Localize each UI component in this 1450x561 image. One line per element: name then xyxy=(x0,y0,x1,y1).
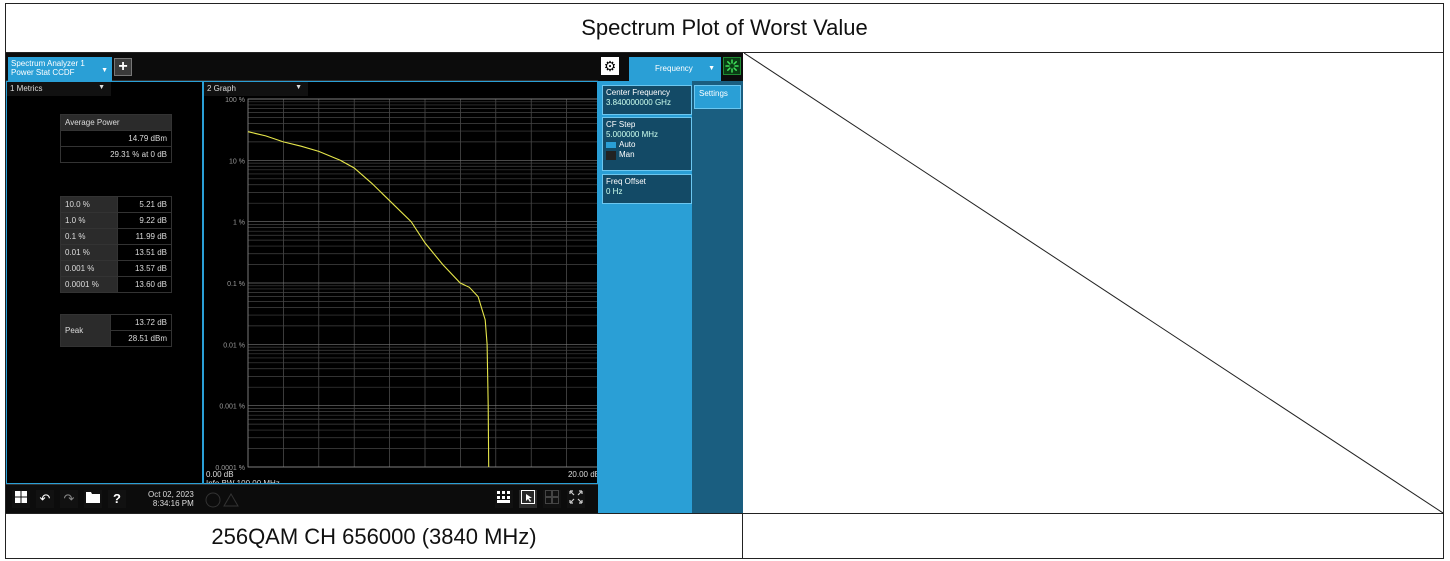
db-cell: 13.57 dB xyxy=(116,260,173,277)
db-cell: 9.22 dB xyxy=(116,212,173,229)
man-option[interactable]: Man xyxy=(606,150,688,160)
auto-label: Auto xyxy=(619,140,636,149)
pct-cell: 10.0 % xyxy=(60,196,118,213)
document-table: Spectrum Plot of Worst Value Spectrum An… xyxy=(5,3,1444,559)
help-icon[interactable]: ? xyxy=(108,490,126,508)
cf-step-label: CF Step xyxy=(606,120,636,129)
peak-table: Peak 13.72 dB 28.51 dBm xyxy=(60,314,172,347)
y-tick-label: 0.1 % xyxy=(227,281,245,288)
y-tick-label: 0.0001 % xyxy=(215,465,245,472)
pct-cell: 0.0001 % xyxy=(60,276,118,293)
table-row: 1.0 % 9.22 dB xyxy=(60,212,173,229)
tab-spectrum-analyzer-1[interactable]: Spectrum Analyzer 1 Power Stat CCDF ▼ xyxy=(8,57,112,81)
document-title: Spectrum Plot of Worst Value xyxy=(6,4,1443,53)
windows-start-icon[interactable] xyxy=(12,490,30,508)
average-power-dbm: 14.79 dBm xyxy=(60,130,172,147)
metrics-window[interactable]: 1 Metrics ▼ Average Power 14.79 dBm 29.3… xyxy=(6,81,203,484)
db-cell: 13.51 dB xyxy=(116,244,173,261)
pct-cell: 0.001 % xyxy=(60,260,118,277)
average-power-pct: 29.31 % at 0 dB xyxy=(60,146,172,163)
caption-row: 256QAM CH 656000 (3840 MHz) xyxy=(6,513,1443,559)
average-power-table: Average Power 14.79 dBm 29.31 % at 0 dB xyxy=(60,114,172,163)
table-row: 0.001 % 13.57 dB xyxy=(60,260,173,277)
blank-cell xyxy=(744,53,1443,513)
center-frequency-value: 3.840000000 GHz xyxy=(606,98,671,107)
redo-icon[interactable]: ↷ xyxy=(60,490,78,508)
x-stop-label: 20.00 dB xyxy=(568,470,597,479)
dropdown-arrow-icon: ▼ xyxy=(101,67,108,74)
pct-cell: 0.1 % xyxy=(60,228,118,245)
metrics-window-header[interactable]: 1 Metrics ▼ xyxy=(7,82,111,96)
y-tick-label: 0.001 % xyxy=(219,404,245,411)
date-text: Oct 02, 2023 xyxy=(148,490,194,499)
db-cell: 5.21 dB xyxy=(116,196,173,213)
touch-mode-icon[interactable] xyxy=(519,490,537,508)
tab-line2: Power Stat CCDF xyxy=(11,68,75,77)
peak-dbm: 28.51 dBm xyxy=(110,330,172,347)
softkey-panel-side xyxy=(692,81,743,513)
cf-step-softkey[interactable]: CF Step 5.000000 MHz Auto Man xyxy=(602,117,692,171)
table-row: 0.1 % 11.99 dB xyxy=(60,228,173,245)
settings-tab[interactable]: Settings xyxy=(694,85,741,109)
center-frequency-label: Center Frequency xyxy=(606,88,671,97)
ccdf-metrics-table: 10.0 % 5.21 dB 1.0 % 9.22 dB 0.1 % 11.99 dB… xyxy=(60,196,173,293)
menu-top-bar: ⚙ Frequency ▼ xyxy=(598,53,743,81)
plot-caption: 256QAM CH 656000 (3840 MHz) xyxy=(6,514,743,559)
auto-indicator xyxy=(606,142,616,148)
analyzer-screenshot-cell: Spectrum Analyzer 1 Power Stat CCDF ▼ + … xyxy=(6,53,743,513)
date-time: Oct 02, 2023 8:34:16 PM xyxy=(148,490,194,508)
table-row: 0.01 % 13.51 dB xyxy=(60,244,173,261)
auto-option[interactable]: Auto xyxy=(606,140,688,150)
man-indicator xyxy=(606,150,616,160)
dropdown-arrow-icon: ▼ xyxy=(295,84,302,91)
center-frequency-softkey[interactable]: Center Frequency 3.840000000 GHz xyxy=(602,85,692,115)
busy-spinner-icon xyxy=(723,57,741,75)
y-tick-label: 10 % xyxy=(229,158,245,165)
table-row: 10.0 % 5.21 dB xyxy=(60,196,173,213)
multi-window-icon[interactable] xyxy=(543,490,561,508)
diagonal-line xyxy=(744,53,1443,513)
db-cell: 13.60 dB xyxy=(116,276,173,293)
peak-db: 13.72 dB xyxy=(110,314,172,331)
frequency-menu-label: Frequency xyxy=(655,64,693,73)
graph-window[interactable]: 2 Graph ▼ 100 % 10 % 1 % 0.1 % 0.01 % 0.001 %… xyxy=(203,81,598,484)
folder-icon[interactable] xyxy=(84,490,102,508)
graph-window-header[interactable]: 2 Graph ▼ xyxy=(204,82,308,96)
freq-offset-softkey[interactable]: Freq Offset 0 Hz xyxy=(602,174,692,204)
pct-cell: 1.0 % xyxy=(60,212,118,229)
peak-label: Peak xyxy=(60,314,111,347)
time-text: 8:34:16 PM xyxy=(152,499,194,508)
dropdown-arrow-icon: ▼ xyxy=(98,84,105,91)
gear-icon[interactable]: ⚙ xyxy=(601,57,619,75)
softkey-panel: Settings Center Frequency 3.840000000 GH… xyxy=(598,81,743,513)
ccdf-trace-line xyxy=(247,131,490,468)
y-tick-label: 0.01 % xyxy=(223,342,245,349)
dropdown-arrow-icon: ▼ xyxy=(708,65,715,72)
maximize-icon[interactable] xyxy=(567,490,585,508)
add-tab-button[interactable]: + xyxy=(114,58,132,76)
y-tick-label: 100 % xyxy=(225,97,245,104)
bottom-bar: ↶ ↷ ? Oct 02, 2023 8:34:16 PM xyxy=(6,484,598,513)
x-start-label: 0.00 dB xyxy=(206,470,234,479)
y-tick-label: 1 % xyxy=(233,220,245,227)
spectrum-analyzer-ui: Spectrum Analyzer 1 Power Stat CCDF ▼ + … xyxy=(6,53,743,513)
metrics-window-title: 1 Metrics xyxy=(10,84,43,93)
ccdf-plot[interactable]: 100 % 10 % 1 % 0.1 % 0.01 % 0.001 % 0.0001 %0.… xyxy=(204,82,597,483)
keypad-icon[interactable] xyxy=(495,490,513,508)
pct-cell: 0.01 % xyxy=(60,244,118,261)
freq-offset-label: Freq Offset xyxy=(606,177,646,186)
db-cell: 11.99 dB xyxy=(116,228,173,245)
tab-line1: Spectrum Analyzer 1 xyxy=(11,59,85,68)
man-label: Man xyxy=(619,150,635,159)
cf-step-value: 5.000000 MHz xyxy=(606,130,659,139)
touch-zoom-icon[interactable] xyxy=(204,491,244,509)
undo-icon[interactable]: ↶ xyxy=(36,490,54,508)
freq-offset-value: 0 Hz xyxy=(606,187,623,196)
graph-window-title: 2 Graph xyxy=(207,84,236,93)
frequency-menu-tab[interactable]: Frequency ▼ xyxy=(629,57,721,81)
info-bw-label: Info BW 100.00 MHz xyxy=(206,479,280,483)
plot-border xyxy=(247,98,597,468)
table-row: 0.0001 % 13.60 dB xyxy=(60,276,173,293)
average-power-label: Average Power xyxy=(60,114,172,131)
